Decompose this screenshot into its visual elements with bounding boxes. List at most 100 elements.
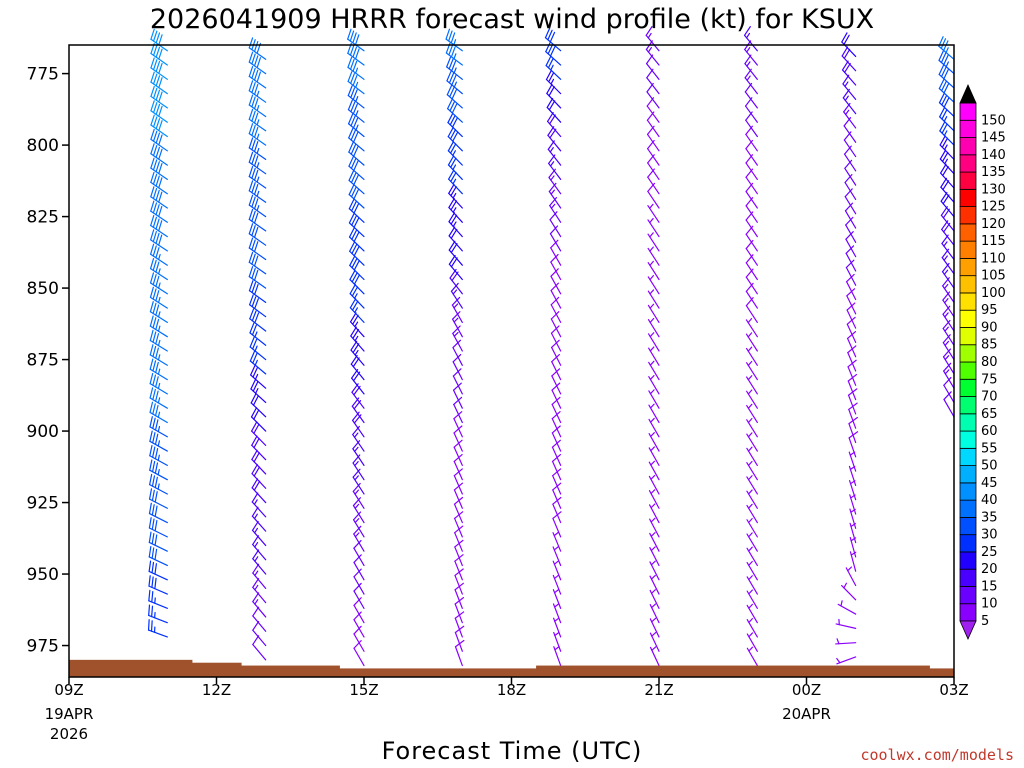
wind-barb: [150, 85, 168, 109]
wind-barb: [149, 358, 168, 381]
wind-barb: [149, 257, 168, 281]
barb-feather: [546, 97, 554, 109]
barb-half-feather: [453, 303, 459, 309]
x-tick-label: 00Z: [792, 681, 821, 699]
barb-feather: [253, 437, 260, 449]
barb-feather: [450, 214, 458, 225]
barb-feather: [149, 387, 154, 399]
barb-feather: [151, 475, 156, 487]
barb-staff: [745, 190, 758, 209]
barb-half-feather: [845, 109, 850, 116]
barb-feather: [251, 324, 257, 336]
wind-barb: [552, 574, 562, 595]
wind-barb: [647, 275, 660, 295]
barb-feather: [453, 468, 463, 477]
barb-feather: [248, 266, 254, 278]
colorbar-label: 10: [981, 597, 998, 612]
x-tick-label: 12Z: [202, 681, 231, 699]
barb-half-feather: [256, 133, 260, 140]
colorbar-label: 100: [981, 286, 1006, 301]
barb-feather: [352, 357, 360, 368]
barb-feather: [250, 364, 256, 376]
wind-barb: [846, 302, 857, 329]
barb-half-feather: [943, 116, 948, 122]
barb-feather: [149, 473, 153, 486]
barb-half-feather: [354, 307, 358, 314]
barb-feather: [353, 611, 362, 621]
barb-feather: [150, 171, 155, 184]
barb-feather: [158, 148, 163, 160]
barb-feather: [249, 350, 256, 362]
barb-half-feather: [649, 317, 655, 323]
credit-text: coolwx.com/models: [860, 746, 1014, 764]
barb-feather: [155, 275, 160, 288]
barb-feather: [348, 127, 354, 139]
colorbar-swatch: [959, 465, 977, 484]
barb-feather: [942, 305, 951, 315]
wind-barb: [845, 259, 857, 286]
wind-barb: [250, 393, 267, 418]
barb-half-feather: [651, 603, 657, 609]
barb-staff: [452, 361, 463, 381]
wind-barb: [249, 350, 267, 375]
barb-feather: [844, 188, 853, 198]
barb-feather: [152, 130, 158, 142]
colorbar-swatch: [959, 292, 977, 311]
wind-barb: [746, 575, 758, 595]
barb-feather: [941, 151, 949, 163]
barb-feather: [155, 132, 161, 144]
barb-half-feather: [650, 589, 657, 594]
barb-half-feather: [554, 617, 560, 622]
wind-barb: [447, 98, 463, 123]
wind-barb: [844, 188, 857, 215]
barb-feather: [251, 267, 256, 280]
y-tick-label: 825: [27, 208, 59, 228]
barb-feather: [253, 98, 259, 110]
wind-barb: [252, 535, 267, 561]
barb-half-feather: [553, 560, 560, 565]
wind-barb: [251, 520, 267, 547]
colorbar-swatch: [959, 430, 977, 449]
barb-staff: [454, 517, 463, 538]
barb-feather: [149, 286, 154, 298]
barb-feather: [248, 194, 254, 206]
barb-feather: [645, 26, 653, 36]
barb-feather: [938, 64, 945, 76]
barb-half-feather: [553, 588, 560, 594]
barb-feather: [149, 315, 154, 327]
wind-barb: [148, 531, 168, 552]
colorbar-swatch: [959, 240, 977, 259]
barb-half-feather: [650, 474, 656, 480]
barb-feather: [149, 272, 155, 284]
barb-feather: [544, 27, 551, 39]
barb-feather: [353, 174, 359, 186]
barb-feather: [942, 180, 950, 191]
barb-staff: [848, 408, 857, 429]
barb-feather: [152, 317, 157, 329]
wind-barb: [251, 492, 267, 518]
wind-barb: [649, 546, 660, 567]
barb-staff: [646, 91, 660, 109]
barb-feather: [844, 174, 853, 184]
barb-feather: [940, 177, 948, 188]
barb-half-feather: [549, 161, 555, 167]
barb-half-feather: [254, 570, 259, 577]
wind-barbs: [147, 26, 955, 667]
barb-half-feather: [649, 374, 655, 381]
barb-feather: [251, 110, 256, 122]
barb-feather: [351, 286, 359, 297]
wind-barb: [251, 435, 267, 461]
wind-barb: [150, 200, 168, 223]
barb-column: [743, 26, 758, 667]
wind-barb: [248, 94, 267, 118]
barb-half-feather: [847, 566, 853, 572]
barb-feather: [451, 74, 457, 86]
barb-feather: [745, 297, 754, 307]
barb-feather: [158, 91, 163, 103]
wind-barb: [746, 446, 758, 466]
terrain-segment: [241, 665, 340, 677]
wind-barb: [353, 525, 365, 552]
barb-feather: [350, 73, 355, 85]
barb-feather: [150, 214, 155, 227]
wind-barb: [251, 421, 267, 446]
